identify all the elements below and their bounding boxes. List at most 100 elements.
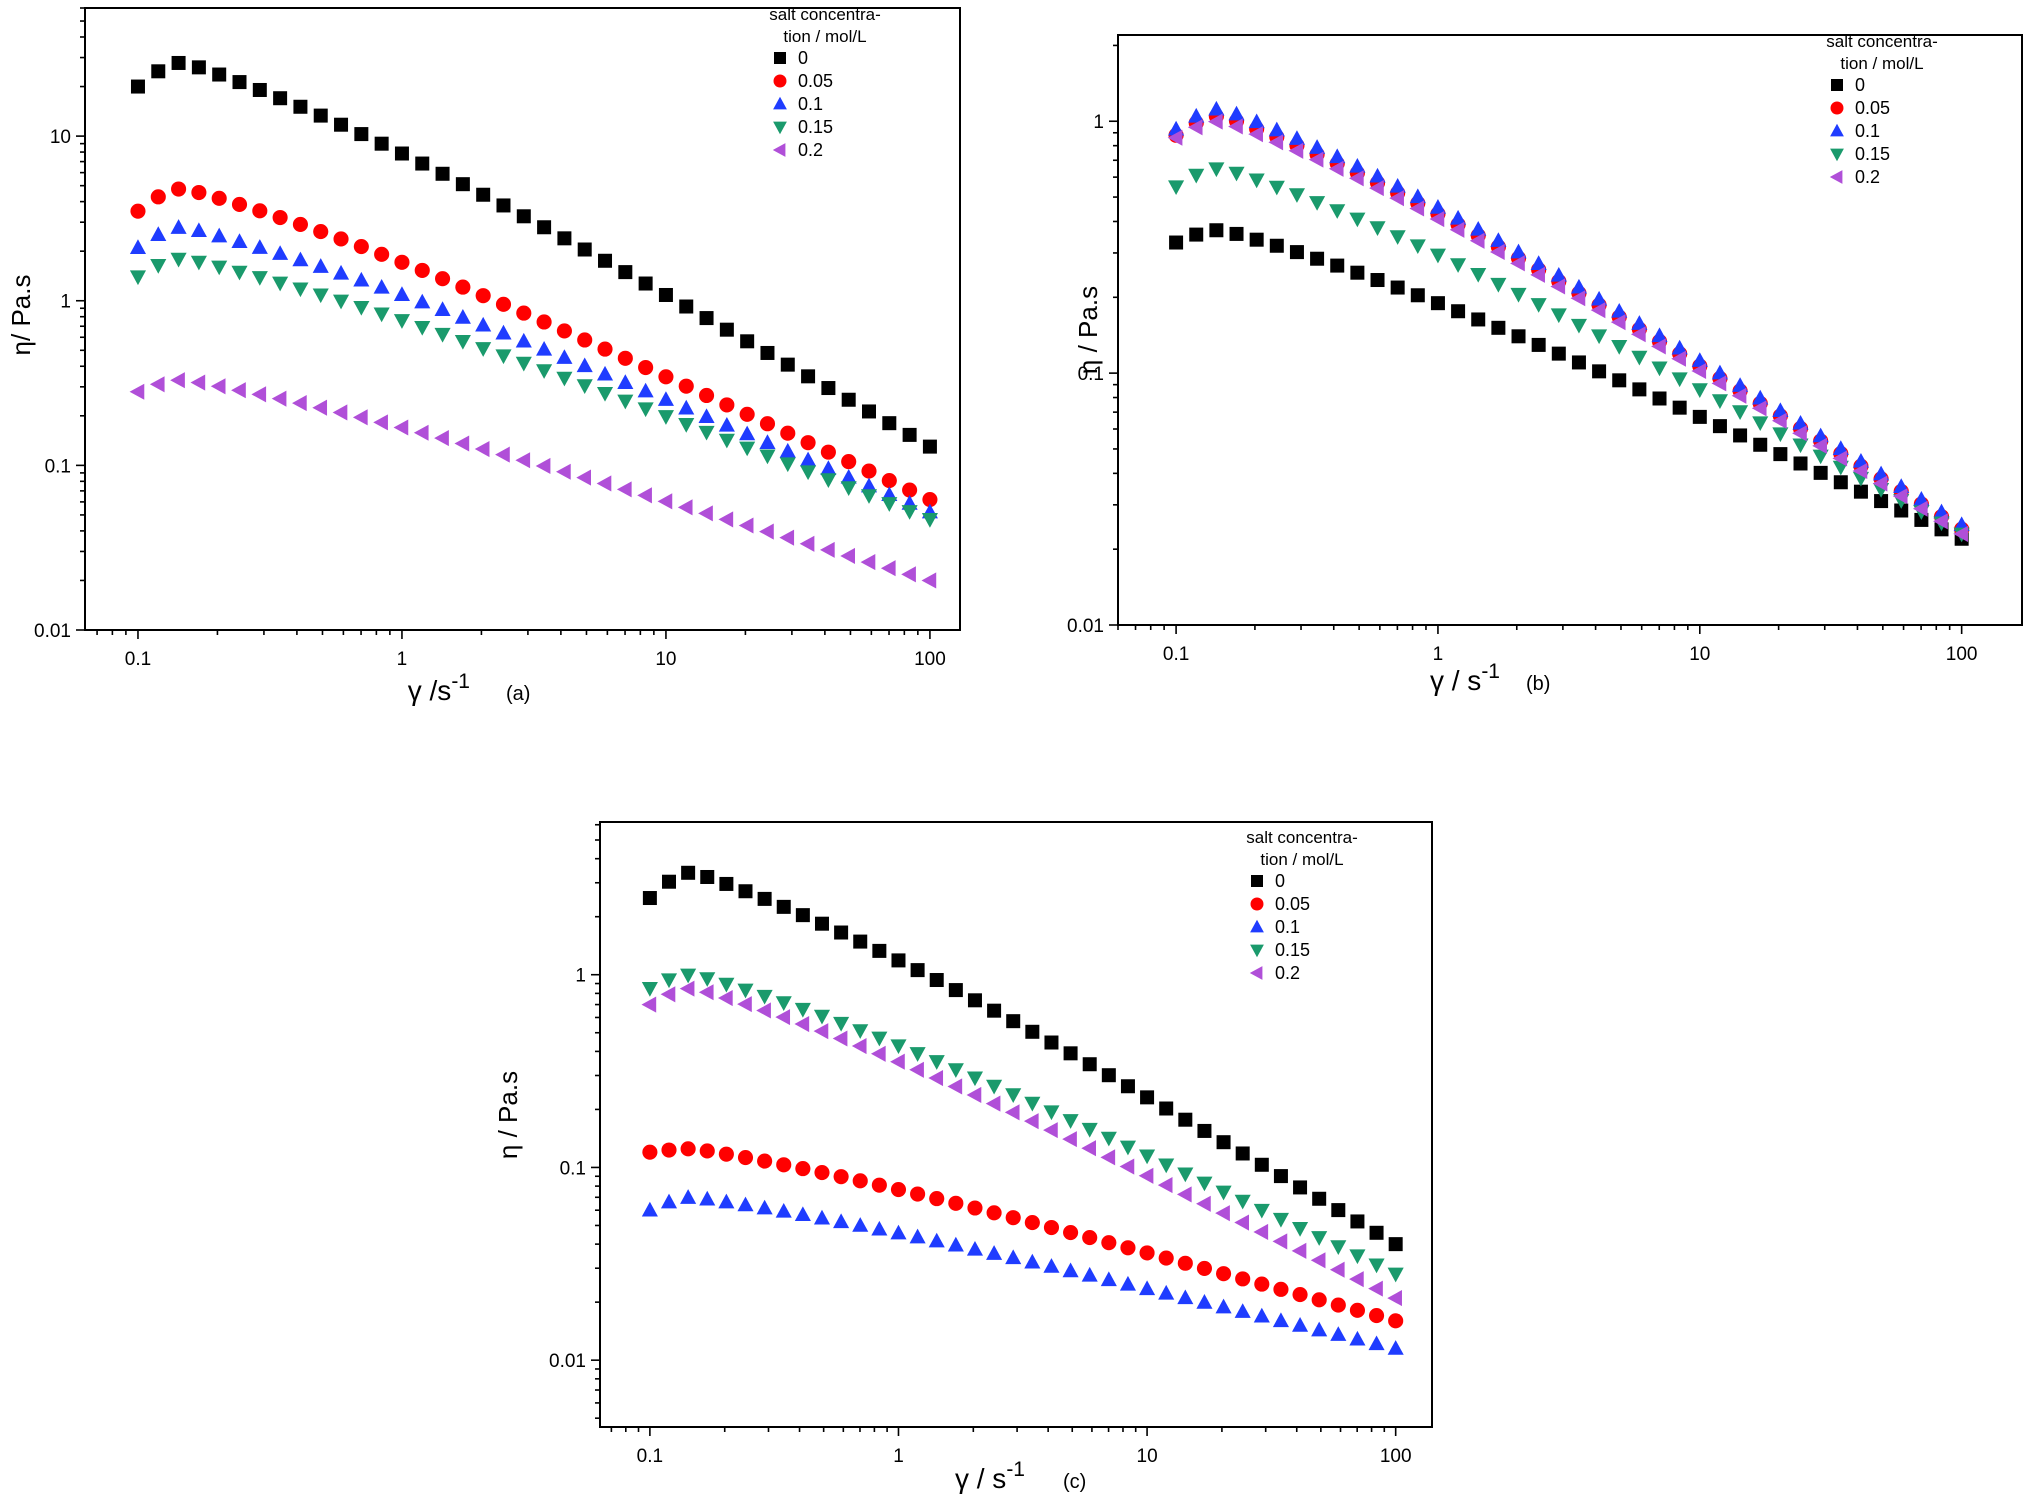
data-point [332, 264, 350, 280]
data-point [760, 345, 775, 360]
data-point [1082, 1057, 1097, 1072]
data-point [1215, 1185, 1232, 1201]
plot-frame [84, 7, 961, 631]
data-point [1933, 513, 1948, 530]
data-point [212, 67, 227, 82]
data-point [1229, 226, 1244, 241]
data-point [780, 425, 796, 441]
data-point [1387, 1290, 1402, 1307]
data-point [1369, 167, 1386, 183]
data-point [718, 1146, 734, 1162]
data-point [1328, 160, 1344, 177]
data-point [739, 425, 756, 441]
data-point [129, 270, 147, 286]
data-point [1510, 255, 1525, 272]
data-point [1591, 329, 1608, 345]
data-point [618, 265, 633, 280]
data-point [852, 1217, 869, 1232]
data-point [833, 1016, 850, 1032]
data-point [910, 1186, 926, 1202]
data-point [1273, 1281, 1289, 1297]
data-point [719, 322, 734, 337]
data-point [617, 374, 634, 389]
data-point [1430, 296, 1445, 311]
data-point [1892, 488, 1908, 505]
plot-frame [1117, 34, 2023, 626]
data-point [1451, 304, 1466, 319]
data-point [1510, 243, 1527, 259]
data-point [1235, 1271, 1251, 1287]
data-point [1711, 375, 1727, 392]
data-point [1081, 1140, 1097, 1157]
data-point [272, 276, 289, 292]
data-point [354, 127, 369, 142]
data-point [1208, 100, 1225, 116]
x-tick-label: 0.1 [1163, 644, 1189, 665]
data-point [374, 136, 389, 151]
data-point [1510, 287, 1527, 303]
data-point [699, 1143, 715, 1159]
data-point [556, 349, 573, 364]
data-point [841, 392, 856, 407]
data-point [910, 963, 925, 978]
data-point [1429, 210, 1445, 228]
data-point [799, 535, 815, 552]
panel-a: 0.1 1 10 100 0.01 0.1 1 10 γ /s-1 (a) η/ Pa.s salt … [6, 5, 961, 706]
data-point [1235, 1146, 1250, 1161]
y-axis-label: η/ Pa.s [6, 275, 36, 356]
data-point [1652, 391, 1667, 406]
data-point [862, 404, 877, 419]
data-point [890, 1224, 907, 1240]
data-point [860, 489, 878, 504]
data-point [909, 1228, 926, 1244]
data-point [1268, 134, 1284, 151]
data-point [231, 265, 248, 281]
data-point [1331, 1203, 1346, 1218]
data-point [929, 973, 944, 988]
data-point [1254, 1276, 1270, 1292]
data-point [1369, 180, 1384, 197]
data-point [966, 1240, 984, 1256]
data-point [759, 434, 776, 449]
data-point [1309, 196, 1326, 211]
legend-marker [773, 121, 787, 135]
data-point [1140, 1090, 1155, 1105]
data-point [434, 430, 449, 447]
data-point [1490, 277, 1507, 293]
data-point [414, 320, 431, 336]
data-point [130, 203, 146, 219]
data-point [535, 457, 551, 475]
data-point [1024, 1096, 1041, 1112]
legend-marker [773, 74, 787, 88]
data-point [909, 1047, 926, 1062]
data-point [1369, 221, 1386, 236]
series-0 [1169, 223, 1969, 546]
data-point [1289, 245, 1304, 260]
data-point [1751, 400, 1767, 417]
data-point [1753, 437, 1768, 452]
data-point [1100, 1271, 1117, 1287]
data-point [698, 408, 715, 424]
data-point [1550, 278, 1566, 295]
data-point [292, 216, 308, 232]
data-point [190, 255, 207, 271]
data-point [1792, 414, 1809, 430]
legend-label: 0.15 [1275, 940, 1310, 960]
data-point [149, 376, 165, 393]
data-point [680, 968, 697, 984]
series-0.1 [641, 1189, 1404, 1355]
data-point [1610, 314, 1626, 331]
data-point [779, 529, 795, 546]
data-point [1005, 1249, 1022, 1265]
data-point [231, 196, 248, 213]
legend-label: 0 [1855, 75, 1865, 95]
data-point [191, 60, 206, 75]
data-point [740, 334, 755, 349]
data-point [495, 296, 512, 312]
x-tick-label: 100 [914, 649, 946, 670]
data-point [871, 1220, 888, 1236]
data-point [334, 117, 349, 132]
data-point [1833, 475, 1848, 490]
data-point [374, 246, 390, 262]
data-point [1832, 450, 1848, 467]
